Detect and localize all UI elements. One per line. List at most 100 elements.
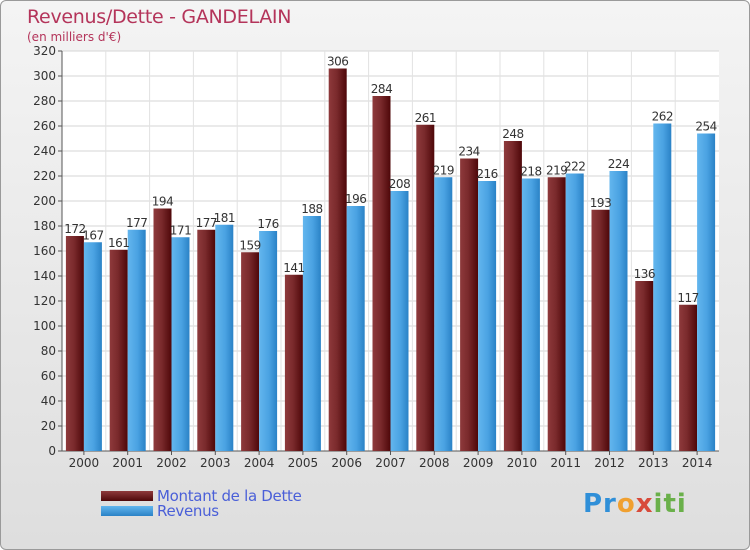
bar-revenus-2001 [127,229,146,451]
x-tick-label: 2007 [375,456,406,470]
y-tick-label: 140 [33,269,56,283]
bar-revenus-2010 [521,178,540,451]
bar-dette-2010 [503,141,522,451]
data-label-revenus-2010: 218 [520,165,541,179]
x-tick-label: 2003 [200,456,231,470]
x-tick-label: 2014 [682,456,713,470]
y-tick-label: 220 [33,169,56,183]
data-label-revenus-2012: 224 [608,157,629,171]
bar-revenus-2008 [434,177,453,451]
data-label-dette-2010: 248 [502,127,523,141]
data-label-dette-2011: 219 [546,163,567,177]
data-label-dette-2012: 193 [590,196,611,210]
data-label-dette-2000: 172 [64,222,85,236]
data-label-dette-2009: 234 [458,145,479,159]
chart-title: Revenus/Dette - GANDELAIN [27,6,292,28]
bar-revenus-2006 [346,206,365,451]
axis-layer: 0 20 40 60 80 100 120 140 160 180 200 220 240 260 280 3… [33,44,719,470]
data-label-dette-2005: 141 [283,261,304,275]
y-tick-label: 240 [33,144,56,158]
bar-dette-2005 [284,274,303,451]
y-tick-label: 20 [41,419,56,433]
bar-revenus-2000 [83,242,102,451]
bar-dette-2011 [547,177,566,451]
x-tick-label: 2001 [112,456,143,470]
y-tick-label: 80 [41,344,56,358]
data-label-dette-2002: 194 [152,195,173,209]
bar-revenus-2012 [609,171,628,451]
data-label-revenus-2003: 181 [214,211,235,225]
data-label-dette-2003: 177 [196,216,217,230]
data-label-revenus-2009: 216 [476,167,497,181]
legend-label-revenus: Revenus [157,502,219,520]
proxiti-logo: Proxiti [583,489,687,519]
bar-revenus-2007 [390,191,409,451]
label-layer: 1721671611771941711771811591761411883061… [64,55,717,305]
legend-swatch-revenus [101,506,153,516]
bar-revenus-2013 [653,123,672,451]
data-label-revenus-2007: 208 [389,177,410,191]
y-tick-label: 100 [33,319,56,333]
y-tick-label: 180 [33,219,56,233]
data-label-dette-2008: 261 [415,111,436,125]
bar-dette-2008 [416,124,435,451]
x-tick-label: 2013 [638,456,669,470]
data-label-revenus-2001: 177 [126,216,147,230]
bar-dette-2013 [635,281,654,451]
y-tick-label: 160 [33,244,56,258]
bar-dette-2000 [65,236,84,451]
bar-revenus-2011 [565,173,584,451]
y-tick-label: 0 [48,444,56,458]
data-label-revenus-2011: 222 [564,160,585,174]
x-tick-label: 2011 [550,456,581,470]
data-label-revenus-2002: 171 [170,223,191,237]
x-tick-label: 2006 [331,456,362,470]
data-label-revenus-2006: 196 [345,192,366,206]
x-tick-label: 2012 [594,456,625,470]
data-label-dette-2004: 159 [239,238,260,252]
y-tick-label: 40 [41,394,56,408]
bar-layer [65,68,716,451]
bar-revenus-2002 [171,237,190,451]
data-label-revenus-2013: 262 [652,110,673,124]
x-tick-label: 2000 [69,456,100,470]
data-label-dette-2013: 136 [634,267,655,281]
data-label-dette-2006: 306 [327,55,348,69]
legend-item-dette: Montant de la Dette [101,487,302,505]
data-label-revenus-2014: 254 [695,120,716,134]
y-tick-label: 60 [41,369,56,383]
legend-label-dette: Montant de la Dette [157,487,302,505]
data-label-revenus-2005: 188 [301,202,322,216]
bar-dette-2014 [679,304,698,451]
y-tick-label: 260 [33,119,56,133]
bar-revenus-2004 [259,231,278,451]
y-tick-label: 300 [33,69,56,83]
data-label-dette-2007: 284 [371,82,392,96]
y-tick-label: 320 [33,44,56,58]
x-tick-label: 2008 [419,456,450,470]
y-tick-label: 120 [33,294,56,308]
bar-dette-2009 [460,158,479,451]
bar-dette-2001 [109,249,128,451]
y-tick-label: 280 [33,94,56,108]
bar-dette-2006 [328,68,347,451]
data-label-dette-2001: 161 [108,236,129,250]
chart-subtitle: (en milliers d'€) [27,30,122,44]
x-tick-label: 2009 [463,456,494,470]
x-tick-label: 2002 [156,456,187,470]
bar-revenus-2014 [697,133,716,451]
data-label-revenus-2004: 176 [257,217,278,231]
bar-revenus-2009 [478,181,497,451]
bar-revenus-2003 [215,224,234,451]
x-tick-label: 2010 [507,456,538,470]
bar-dette-2003 [197,229,216,451]
legend-item-revenus: Revenus [101,502,219,520]
y-tick-label: 200 [33,194,56,208]
x-tick-label: 2005 [288,456,319,470]
legend-swatch-dette [101,491,153,501]
bar-dette-2004 [241,252,260,451]
bar-dette-2002 [153,208,172,451]
bar-revenus-2005 [302,216,321,451]
bar-dette-2007 [372,96,391,451]
